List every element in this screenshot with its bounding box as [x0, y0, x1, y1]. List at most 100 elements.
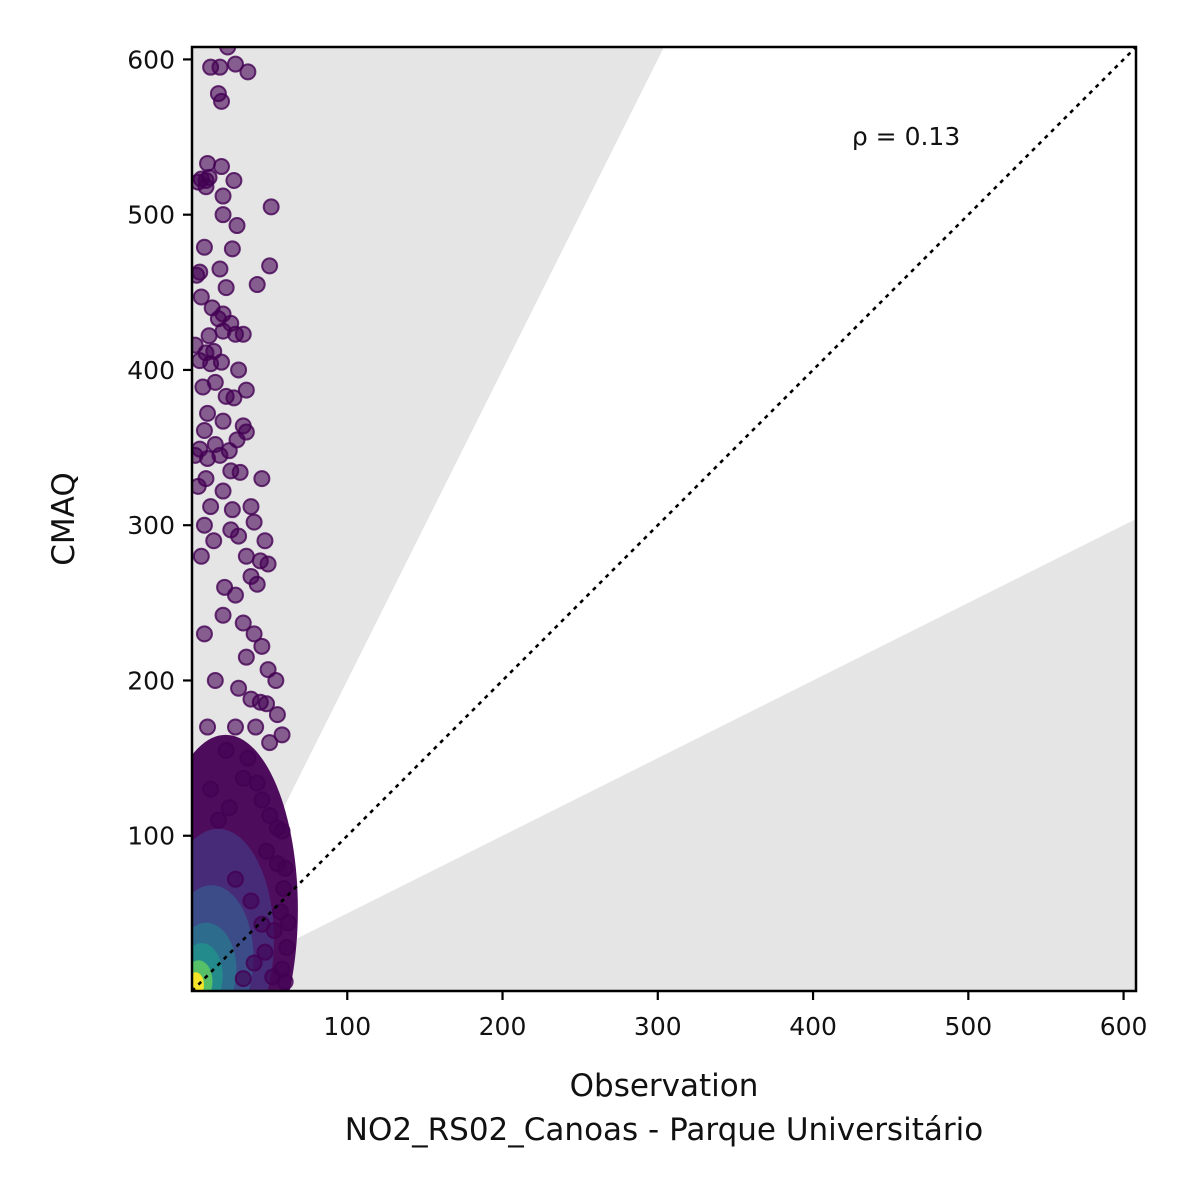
shaded-region-2: [192, 519, 1136, 991]
scatter-point: [206, 671, 224, 689]
scatter-point: [226, 718, 244, 736]
scatter-point: [245, 625, 263, 643]
scatter-point: [213, 92, 230, 110]
scatter-point: [253, 791, 271, 809]
scatter-point: [258, 842, 276, 860]
y-tick-label: 500: [127, 201, 175, 230]
x-tick-label: 600: [1100, 1012, 1148, 1041]
scatter-point: [237, 547, 255, 565]
scatter-point: [261, 734, 279, 752]
scatter-point: [279, 914, 297, 932]
scatter-point: [273, 822, 291, 840]
scatter-point: [216, 578, 234, 596]
scatter-point: [226, 55, 244, 73]
scatter-point: [234, 970, 252, 988]
scatter-point: [220, 799, 238, 817]
y-tick-label: 200: [127, 666, 175, 695]
y-tick-label: 400: [127, 356, 175, 385]
scatter-point: [231, 463, 249, 481]
scatter-point: [253, 470, 271, 488]
scatter-point: [217, 741, 235, 759]
scatter-point: [199, 404, 217, 422]
scatter-point: [214, 206, 232, 224]
scatter-point: [211, 58, 229, 76]
y-tick-label: 100: [127, 822, 175, 851]
scatter-point: [247, 718, 265, 736]
scatter-point: [275, 880, 293, 898]
x-tick-label: 100: [323, 1012, 371, 1041]
y-axis: 100 200 300 400 500 600: [127, 45, 192, 851]
scatter-point: [264, 968, 282, 986]
scatter-point: [267, 671, 285, 689]
scatter-point: [237, 381, 255, 399]
scatter-point: [205, 532, 223, 550]
scatter-point: [234, 325, 252, 343]
scatter-point: [248, 276, 266, 294]
correlation-annotation: ρ = 0.13: [852, 122, 960, 151]
scatter-point: [213, 158, 230, 176]
scatter-point: [237, 648, 255, 666]
scatter-point: [230, 527, 248, 545]
scatter-point: [214, 482, 232, 500]
scatter-point: [214, 187, 232, 205]
y-tick-label: 300: [127, 511, 175, 540]
scatter-point: [199, 154, 217, 172]
one-to-one-line: [192, 47, 1136, 991]
shaded-region-1: [192, 47, 664, 991]
scatter-point: [225, 172, 243, 190]
scatter-point: [273, 726, 291, 744]
scatter-point: [253, 915, 271, 933]
x-tick-label: 300: [634, 1012, 682, 1041]
scatter-point: [262, 198, 280, 216]
scatter-point: [256, 943, 274, 961]
scatter-point: [192, 477, 207, 495]
scatter-point: [230, 361, 248, 379]
x-axis: 100 200 300 400 500 600: [323, 991, 1147, 1041]
y-axis-title: CMAQ: [46, 472, 82, 565]
scatter-point: [234, 769, 252, 787]
x-tick-label: 500: [944, 1012, 992, 1041]
scatter-point: [228, 217, 246, 235]
scatter-point: [192, 547, 210, 565]
scatter-points: [192, 47, 297, 991]
scatter-point: [253, 637, 271, 655]
scatter-point: [261, 807, 279, 825]
scatter-point: [242, 498, 260, 516]
scatter-point: [245, 513, 263, 531]
scatter-point: [242, 892, 260, 910]
scatter-point: [226, 870, 244, 888]
scatter-point: [195, 625, 213, 643]
scatter-point: [195, 422, 213, 439]
factor-two-shading: [192, 47, 1136, 991]
scatter-point: [220, 442, 238, 460]
scatter-point: [214, 412, 232, 430]
scatter-point: [202, 498, 220, 516]
scatter-point: [199, 718, 217, 736]
x-axis-title: Observation: [570, 1068, 759, 1104]
scatter-point: [192, 266, 206, 284]
scatter-point: [213, 353, 230, 371]
scatter-point: [268, 706, 286, 724]
scatter-point: [211, 260, 229, 278]
scatter-point: [258, 695, 276, 713]
x-axis-subtitle: NO2_RS02_Canoas - Parque Universitário: [345, 1112, 983, 1148]
scatter-point: [248, 575, 266, 593]
scatter-point: [225, 389, 243, 407]
scatter-point: [192, 288, 210, 306]
scatter-point: [214, 606, 232, 624]
scatter-point: [278, 939, 296, 957]
y-tick-label: 600: [127, 45, 175, 74]
scatter-point: [261, 257, 279, 275]
plot-frame: [190, 45, 1138, 993]
scatter-point: [202, 780, 220, 798]
scatter-point: [219, 47, 237, 56]
scatter-point: [223, 240, 241, 258]
x-tick-label: 200: [479, 1012, 527, 1041]
scatter-point: [276, 859, 294, 877]
scatter-point: [200, 327, 218, 345]
scatter-point: [259, 555, 277, 573]
scatter-point: [248, 774, 266, 792]
scatter-point: [230, 679, 248, 697]
scatter-point: [195, 238, 213, 256]
